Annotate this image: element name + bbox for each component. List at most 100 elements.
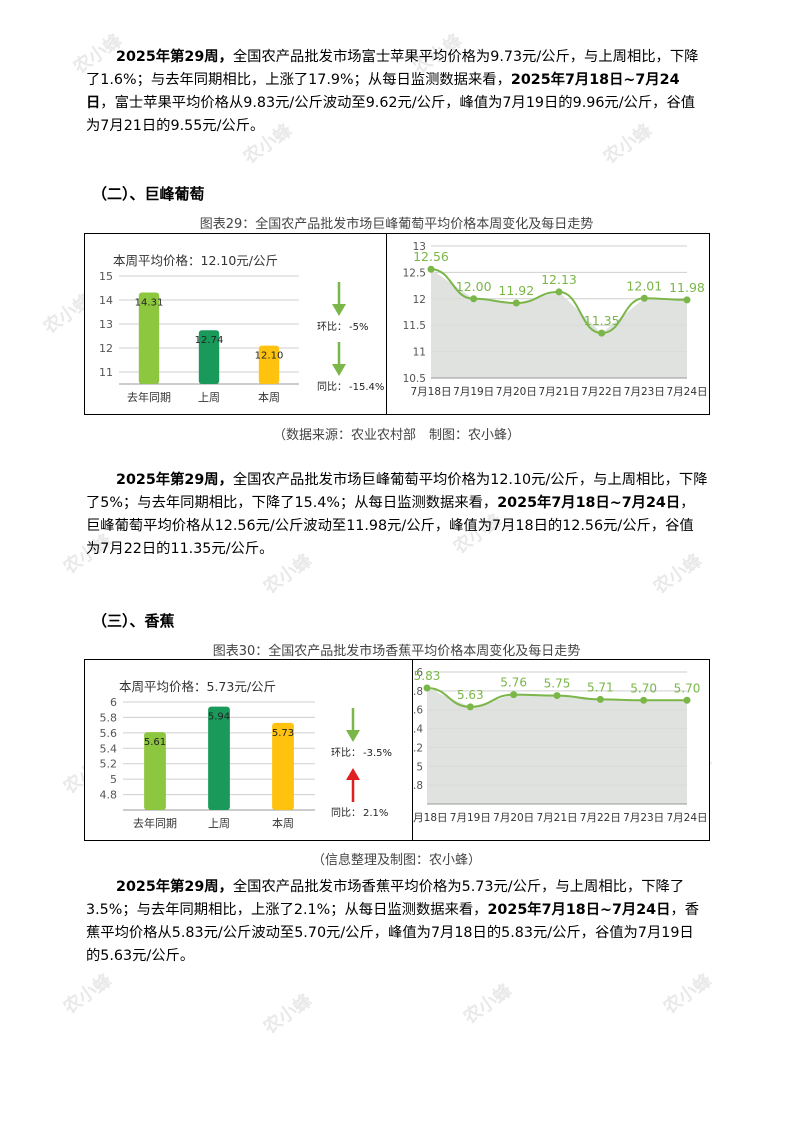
x-tick-label: 7月23日 bbox=[624, 386, 665, 398]
data-point bbox=[427, 265, 435, 273]
y-tick-label: 15 bbox=[99, 270, 113, 283]
source-caption-grape: （数据来源：农业农村部 制图：农小蜂） bbox=[272, 428, 520, 443]
y-tick-label: 5.6 bbox=[100, 727, 118, 740]
arrow-down-icon bbox=[332, 282, 346, 316]
bar bbox=[198, 330, 220, 384]
y-tick-label: 12 bbox=[413, 294, 426, 306]
bar-chart-grape: 11 12 13 14 15 14.31 去年同期 12.74 上周 12.10 本周 环比： -5% 同… bbox=[99, 270, 384, 404]
paragraph-grape: 2025年第29周，全国农产品批发市场巨峰葡萄平均价格为12.10元/公斤，与上… bbox=[86, 469, 708, 561]
data-point bbox=[423, 684, 431, 692]
bar bbox=[144, 732, 166, 810]
x-tick-label: 7月19日 bbox=[453, 386, 494, 398]
date-range: 2025年7月18日~7月24日 bbox=[487, 902, 671, 918]
x-tick-label: 7月22日 bbox=[581, 386, 622, 398]
data-point bbox=[683, 296, 691, 304]
area-fill bbox=[431, 269, 687, 378]
figure-caption-banana: 图表30：全国农产品批发市场香蕉平均价格本周变化及每日走势 bbox=[212, 644, 581, 659]
y-tick-label: 5.4 bbox=[413, 724, 423, 736]
paragraph-apple: 2025年第29周，全国农产品批发市场富士苹果平均价格为9.73元/公斤，与上周… bbox=[86, 46, 708, 138]
data-label: 5.76 bbox=[500, 676, 527, 690]
arrow-down-icon bbox=[346, 708, 360, 742]
data-point bbox=[640, 696, 648, 704]
data-label: 12.56 bbox=[413, 249, 449, 264]
watermark-text: 农小蜂 bbox=[459, 980, 516, 1029]
figure-caption-grape: 图表29：全国农产品批发市场巨峰葡萄平均价格本周变化及每日走势 bbox=[199, 217, 594, 232]
x-tick-label: 7月20日 bbox=[496, 386, 537, 398]
data-point bbox=[640, 294, 648, 302]
bar-value-label: 12.10 bbox=[255, 351, 284, 362]
arrow-head bbox=[346, 730, 360, 742]
y-tick-label: 11 bbox=[99, 366, 113, 379]
section-heading-banana: （三）、香蕉 bbox=[92, 612, 175, 630]
data-point bbox=[553, 692, 561, 700]
bar-value-label: 5.94 bbox=[208, 712, 230, 723]
bar-value-label: 14.31 bbox=[135, 298, 164, 309]
line-chart-panel-banana: 4.8 5 5.2 5.4 5.6 5.8 65.83 7月18日 5.63 7月19日 5.76 7… bbox=[412, 659, 710, 841]
y-tick-label: 5.4 bbox=[100, 742, 118, 755]
line-chart-banana: 4.8 5 5.2 5.4 5.6 5.8 65.83 7月18日 5.63 7月19日 5.76 7… bbox=[413, 667, 708, 824]
x-tick-label: 本周 bbox=[258, 390, 280, 404]
indicator-label: 环比： bbox=[331, 747, 361, 759]
y-tick-label: 12 bbox=[99, 342, 113, 355]
y-tick-label: 5.8 bbox=[100, 711, 118, 724]
x-tick-label: 7月22日 bbox=[580, 812, 621, 824]
date-range: 2025年7月18日~7月24日 bbox=[497, 495, 681, 511]
x-tick-label: 上周 bbox=[208, 817, 230, 830]
arrow-head bbox=[346, 768, 360, 780]
y-tick-label: 11.5 bbox=[403, 320, 426, 332]
y-tick-label: 10.5 bbox=[403, 373, 426, 385]
data-label: 5.71 bbox=[587, 680, 614, 694]
paragraph-text: 全国农产品批发市场香蕉平均价格为5.73元/公斤，与上周相比，下降了3.5%；与… bbox=[86, 879, 685, 918]
bar-chart-panel-grape: 本周平均价格：12.10元/公斤 11 12 13 14 15 14.31 去年同期 12.7… bbox=[84, 233, 388, 415]
y-tick-label: 5.6 bbox=[413, 705, 423, 717]
y-tick-label: 6 bbox=[110, 696, 117, 709]
bar-chart-banana: 4.8 5 5.2 5.4 5.6 5.8 6 5.61 去年同期 5.94 上周 5.73 本周 环比：… bbox=[100, 696, 393, 830]
watermark-text: 农小蜂 bbox=[59, 970, 117, 1019]
arrow-down-icon bbox=[332, 342, 346, 376]
paragraph-text: ，富士苹果平均价格从9.83元/公斤波动至9.62元/公斤，峰值为7月19日的9… bbox=[86, 95, 696, 134]
y-tick-label: 5.2 bbox=[100, 758, 118, 771]
x-tick-label: 7月21日 bbox=[536, 812, 577, 824]
date-range: 2025年7月18日~7月24日 bbox=[86, 72, 680, 111]
data-point bbox=[555, 288, 563, 296]
paragraph-banana: 2025年第29周，全国农产品批发市场香蕉平均价格为5.73元/公斤，与上周相比… bbox=[86, 876, 708, 968]
y-tick-label: 5 bbox=[416, 761, 423, 773]
week-label: 2025年第29周， bbox=[116, 472, 233, 488]
data-point bbox=[512, 299, 520, 307]
indicator-label: 环比： bbox=[317, 321, 347, 333]
data-label: 12.01 bbox=[626, 278, 662, 293]
bar-chart-title: 本周平均价格：12.10元/公斤 bbox=[113, 253, 278, 268]
week-label: 2025年第29周， bbox=[116, 879, 233, 895]
data-label: 5.70 bbox=[630, 681, 657, 695]
x-tick-label: 7月24日 bbox=[666, 386, 707, 398]
indicator-label: 同比： bbox=[331, 807, 361, 819]
arrow-head bbox=[332, 364, 346, 376]
data-point bbox=[510, 691, 518, 699]
source-caption-banana: （信息整理及制图：农小蜂） bbox=[311, 853, 481, 868]
bar-value-label: 5.73 bbox=[272, 728, 294, 739]
indicator-value: 2.1% bbox=[363, 808, 388, 819]
data-label: 5.70 bbox=[674, 681, 701, 695]
indicator-value: -5% bbox=[349, 322, 368, 333]
y-tick-label: 12.5 bbox=[403, 267, 426, 279]
x-tick-label: 7月21日 bbox=[538, 386, 579, 398]
indicator-label: 同比： bbox=[317, 381, 347, 393]
y-tick-label: 11 bbox=[413, 347, 426, 359]
y-tick-label: 6 bbox=[416, 667, 423, 679]
data-label: 11.98 bbox=[669, 280, 705, 295]
y-tick-label: 5.8 bbox=[413, 686, 423, 698]
x-tick-label: 7月19日 bbox=[450, 812, 491, 824]
bar bbox=[138, 292, 160, 384]
data-point bbox=[470, 295, 478, 303]
bar-value-label: 5.61 bbox=[144, 737, 166, 748]
data-label: 5.63 bbox=[457, 688, 484, 702]
bar-value-label: 12.74 bbox=[195, 335, 224, 346]
data-label: 11.92 bbox=[498, 283, 534, 298]
y-tick-label: 5 bbox=[110, 773, 117, 786]
x-tick-label: 去年同期 bbox=[127, 390, 171, 404]
data-point bbox=[598, 329, 606, 337]
watermark-text: 农小蜂 bbox=[659, 970, 716, 1019]
line-chart-panel-grape: 10.5 11 11.5 12 12.5 13 12.56 7月18日 12.00 7月19日 11… bbox=[386, 233, 710, 415]
paragraph-text: 全国农产品批发市场富士苹果平均价格为9.73元/公斤，与上周相比，下降了1.6%… bbox=[86, 49, 699, 88]
